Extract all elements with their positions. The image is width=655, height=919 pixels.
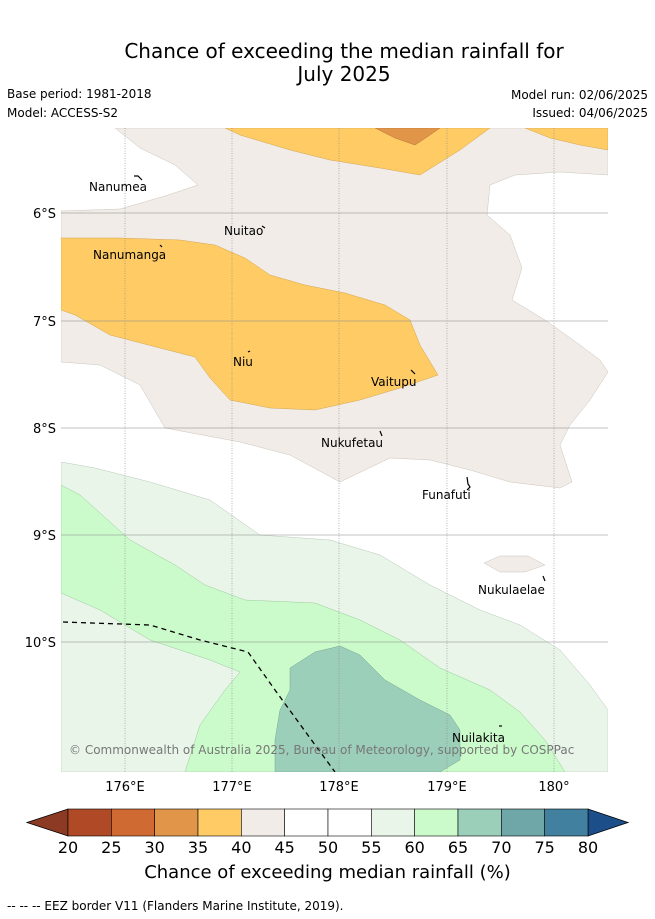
label-niu: Niu [233,355,253,369]
label-funafuti: Funafuti [422,488,471,502]
lon-label-177e: 177°E [212,780,252,795]
colorbar-tick-50: 50 [318,838,338,857]
contour-patch-east [483,555,546,573]
colorbar-segment-65 [457,808,502,837]
copyright-notice: © Commonwealth of Australia 2025, Bureau… [69,743,574,757]
base-period: Base period: 1981-2018 [7,87,152,101]
lat-label-7s: 7°S [33,315,56,330]
model-name: Model: ACCESS-S2 [7,106,119,120]
lon-label-178e: 178°E [319,780,359,795]
colorbar-tick-40: 40 [231,838,251,857]
island-shapes [134,175,546,727]
colorbar-tick-75: 75 [534,838,554,857]
lon-label-176e: 176°E [105,780,145,795]
contour-30-35 [374,128,441,146]
colorbar-tick-70: 70 [491,838,511,857]
lon-label-180: 180° [538,780,569,795]
island-nuitao [261,225,266,229]
colorbar-segment-50 [327,808,372,837]
label-nuitao: Nuitao [224,224,263,238]
colorbar-segment-35 [197,808,242,837]
map-area: Nanumea Nuitao Nanumanga Niu Vaitupu Nuk… [61,128,608,772]
colorbar-segment-55 [371,808,415,837]
contour-35-40-central [61,237,439,411]
colorbar-over-arrow [587,808,630,837]
island-nukufetau [379,430,383,437]
colorbar: 20 25 30 35 40 45 50 55 60 65 70 75 80 [25,808,630,857]
contour-60-65 [61,484,566,772]
label-nanumea: Nanumea [89,180,147,194]
colorbar-tick-20: 20 [58,838,78,857]
island-funafuti [466,476,471,491]
island-nanumanga [159,244,163,248]
colorbar-segment-75 [544,808,589,837]
model-run: Model run: 02/06/2025 [510,88,648,102]
contour-65-70 [274,645,461,772]
colorbar-tick-80: 80 [578,838,598,857]
lat-label-10s: 10°S [25,636,56,651]
colorbar-tick-60: 60 [404,838,424,857]
map-title-line2: July 2025 [297,62,391,86]
colorbar-segment-25 [111,808,155,837]
colorbar-tick-65: 65 [448,838,468,857]
eez-footnote: -- -- -- EEZ border V11 (Flanders Marine… [7,899,344,913]
island-nukulaelae [542,575,546,582]
graticule [61,128,608,772]
lat-label-9s: 9°S [33,529,56,544]
contour-35-40-northeast [524,128,608,151]
label-nuilakita: Nuilakita [452,731,505,745]
colorbar-under-arrow [25,808,69,837]
lat-label-8s: 8°S [33,422,56,437]
label-nukulaelae: Nukulaelae [478,583,545,597]
island-vaitupu [410,369,416,375]
island-niu [247,350,251,353]
colorbar-tick-35: 35 [188,838,208,857]
colorbar-tick-30: 30 [144,838,164,857]
label-nukufetau: Nukufetau [321,436,383,450]
lon-label-179e: 179°E [427,780,467,795]
colorbar-segment-60 [414,808,459,837]
colorbar-tick-45: 45 [274,838,294,857]
issued-date: Issued: 04/06/2025 [532,106,648,120]
colorbar-tick-55: 55 [361,838,381,857]
colorbar-segment-20 [67,808,112,837]
colorbar-segment-40 [241,808,285,837]
map-title-line1: Chance of exceeding the median rainfall … [124,39,564,63]
colorbar-tick-25: 25 [101,838,121,857]
contour-35-40-north [224,128,491,176]
label-nanumanga: Nanumanga [93,248,166,262]
colorbar-title: Chance of exceeding median rainfall (%) [144,862,511,883]
colorbar-segment-45 [284,808,329,837]
label-vaitupu: Vaitupu [371,375,417,389]
lat-label-6s: 6°S [33,207,56,222]
colorbar-segment-70 [501,808,545,837]
island-nanumea [134,175,143,181]
colorbar-segment-30 [154,808,199,837]
